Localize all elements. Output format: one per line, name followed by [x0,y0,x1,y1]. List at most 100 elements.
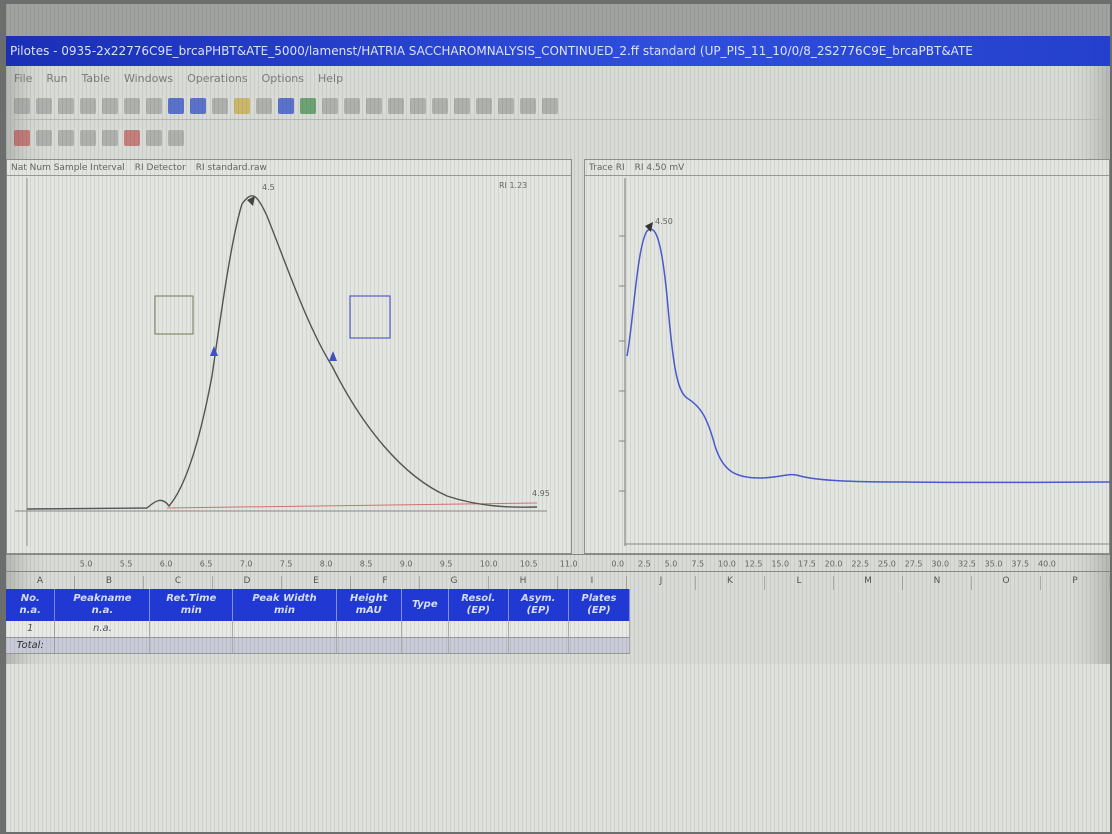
preview-icon[interactable] [58,97,74,114]
settings-icon[interactable] [542,97,558,114]
report-icon[interactable] [212,97,228,114]
text-tool-icon[interactable] [102,130,118,146]
results-column-header[interactable]: Ret.Time min [149,589,234,621]
menu-file[interactable]: File [14,71,33,85]
overlay-icon[interactable] [278,97,294,114]
tab-interval[interactable]: Nat Num Sample Interval [11,162,125,173]
window-top-band [6,4,1110,36]
peak-marker-right-icon [645,222,653,232]
tab-detector[interactable]: RI Detector [134,162,186,173]
chromatogram-panel-right[interactable]: Trace RI RI 4.50 mV 4.50 [584,159,1110,554]
menu-operations[interactable]: Operations [187,71,248,85]
column-letter[interactable]: H [489,576,558,590]
results-column-header[interactable]: Type [401,589,450,621]
table-cell[interactable] [232,621,337,638]
column-letter[interactable]: J [627,576,696,590]
table-view-icon[interactable] [190,97,206,114]
x-tick-left: 6.0 [160,560,173,569]
table-row[interactable]: 1 n.a. [6,621,631,638]
table-cell[interactable]: 1 [6,621,56,638]
table-cell[interactable] [568,621,631,638]
paste-icon[interactable] [124,97,140,114]
spectra-icon[interactable] [300,97,316,114]
column-letter[interactable]: E [282,576,351,590]
x-tick-left: 8.5 [360,560,373,569]
results-column-header[interactable]: Resol. (EP) [448,589,509,621]
arrow-tool-icon[interactable] [58,130,74,146]
results-column-header[interactable]: Peakname n.a. [54,589,151,621]
menu-windows[interactable]: Windows [123,71,174,85]
column-letter[interactable]: I [558,576,627,590]
tab-trace[interactable]: Trace RI [589,162,625,173]
prev-sample-icon[interactable] [454,97,470,114]
column-letter[interactable]: F [351,576,420,590]
next-sample-icon[interactable] [476,97,492,114]
grid-icon[interactable] [168,130,184,146]
summary-cell [508,637,569,654]
results-column-header[interactable]: Plates (EP) [568,589,631,621]
baseline-icon[interactable] [410,97,426,114]
zoom-out-icon[interactable] [366,97,382,114]
calibration-icon[interactable] [256,97,272,114]
peak-marker-icon [247,196,255,206]
menu-table[interactable]: Table [81,71,110,85]
autoscale-icon[interactable] [388,97,404,114]
time-axis: 5.0 5.5 6.0 6.5 7.0 7.5 8.0 8.5 9.0 9.5 10.0 10.5 11… [6,554,1110,572]
cut-icon[interactable] [80,97,96,114]
tab-standard[interactable]: RI standard.raw [195,162,267,173]
table-cell[interactable] [448,621,509,638]
menu-help[interactable]: Help [318,71,344,85]
delete-peak-icon[interactable] [124,130,140,146]
x-tick-right: 35.0 [985,560,1003,569]
results-column-header[interactable]: No. n.a. [6,589,56,621]
refresh-icon[interactable] [520,97,536,114]
split-peak-icon[interactable] [146,130,162,146]
column-letter[interactable]: A [6,576,75,590]
menu-run[interactable]: Run [46,71,68,85]
x-tick-right: 32.5 [958,560,976,569]
table-cell[interactable] [401,621,450,638]
x-tick-right: 2.5 [638,560,651,569]
column-letter[interactable]: O [972,576,1041,590]
column-letter[interactable]: C [144,576,213,590]
save-icon[interactable] [14,97,30,114]
results-column-header[interactable]: Peak Width min [232,589,337,621]
pointer-icon[interactable] [14,130,30,146]
copy-icon[interactable] [102,97,118,114]
window-title: Pilotes - 0935-2x22776C9E_brcaPHBT&ATE_5… [10,44,973,58]
x-tick-right: 15.0 [771,560,789,569]
report-area [6,664,1110,832]
select-tool-icon[interactable] [80,130,96,146]
column-letter[interactable]: N [903,576,972,590]
undo-icon[interactable] [146,97,162,114]
column-letter[interactable]: L [765,576,834,590]
column-letter[interactable]: K [696,576,765,590]
peak-table-icon[interactable] [322,97,338,114]
window-title-bar[interactable]: Pilotes - 0935-2x22776C9E_brcaPHBT&ATE_5… [6,36,1110,66]
results-column-header[interactable]: Asym. (EP) [508,589,569,621]
table-cell[interactable] [336,621,402,638]
last-sample-icon[interactable] [498,97,514,114]
column-letter[interactable]: M [834,576,903,590]
results-column-header[interactable]: Height mAU [336,589,402,621]
table-cell[interactable] [149,621,234,638]
table-cell[interactable]: n.a. [54,621,151,638]
first-sample-icon[interactable] [432,97,448,114]
column-letter[interactable]: D [213,576,282,590]
line-tool-icon[interactable] [36,130,52,146]
column-letter[interactable]: P [1041,576,1110,590]
main-toolbar [6,92,1110,120]
tab-signal[interactable]: RI 4.50 mV [634,162,685,173]
print-icon[interactable] [36,97,52,114]
table-cell[interactable] [508,621,569,638]
chromatogram-view-icon[interactable] [168,97,184,114]
x-tick-right: 37.5 [1011,560,1029,569]
x-tick-right: 25.0 [878,560,896,569]
chromatogram-panel-left[interactable]: Nat Num Sample Interval RI Detector RI s… [6,159,572,554]
column-letter[interactable]: G [420,576,489,590]
integration-icon[interactable] [234,97,250,114]
menu-options[interactable]: Options [261,71,305,85]
column-letter[interactable]: B [75,576,144,590]
x-tick-left: 10.0 [480,560,498,569]
zoom-in-icon[interactable] [344,97,360,114]
